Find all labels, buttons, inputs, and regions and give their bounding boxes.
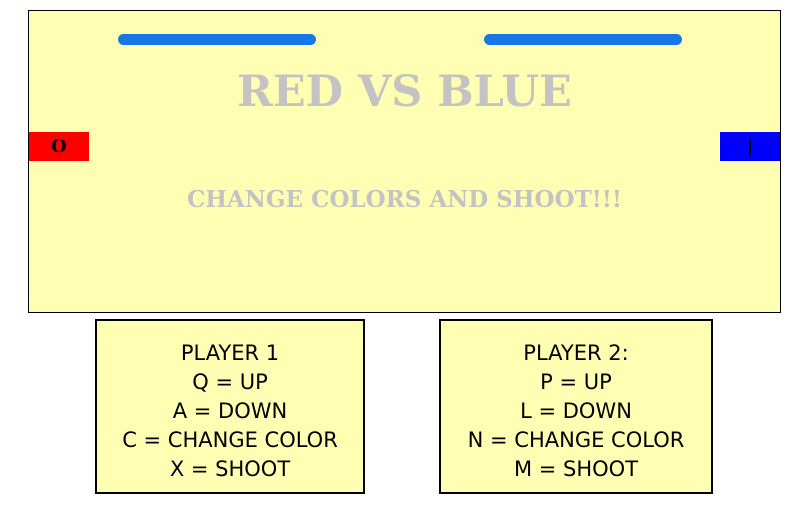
player1-shoot-key: X = SHOOT [169,457,291,481]
player1-red-paddle: O [29,132,89,161]
player1-health-bar [118,34,316,45]
player2-change-color-key: N = CHANGE COLOR [467,428,685,452]
game-title: RED VS BLUE [237,67,572,117]
player1-change-color-key: C = CHANGE COLOR [122,428,338,452]
player2-controls-panel: PLAYER 2: P = UP L = DOWN N = CHANGE COL… [439,319,713,494]
player1-controls-heading: PLAYER 1 [180,341,280,365]
player2-up-key: P = UP [540,370,612,394]
player2-controls-heading: PLAYER 2: [523,341,629,365]
player2-shoot-key: M = SHOOT [513,457,639,481]
player2-symbol: | [746,136,754,157]
player1-up-key: Q = UP [192,370,268,394]
player1-symbol: O [51,136,67,157]
player2-health-bar [484,34,682,45]
player2-blue-paddle: | [720,132,780,161]
player2-down-key: L = DOWN [520,399,632,423]
game-arena[interactable]: RED VS BLUE O | CHANGE COLORS AND SHOOT!… [28,10,781,313]
player1-down-key: A = DOWN [172,399,288,423]
player1-controls-panel: PLAYER 1 Q = UP A = DOWN C = CHANGE COLO… [95,319,365,494]
game-subtitle: CHANGE COLORS AND SHOOT!!! [186,186,622,213]
